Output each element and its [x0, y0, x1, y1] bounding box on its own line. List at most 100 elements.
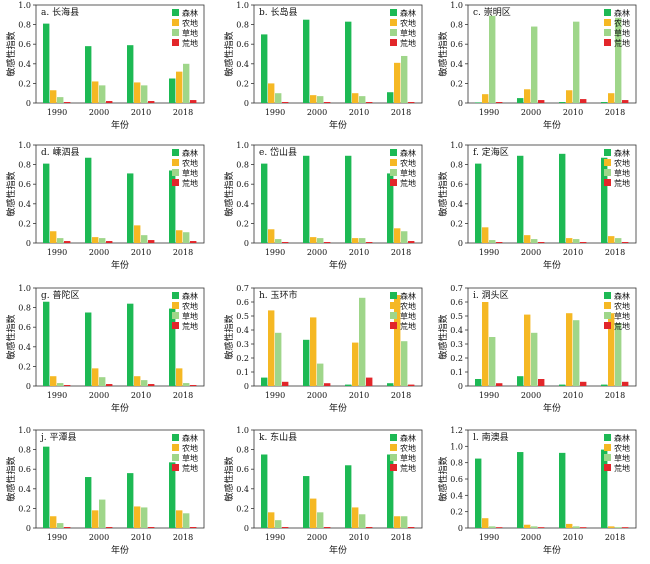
bar-1990-forest — [475, 102, 482, 103]
legend-swatch-wasteland — [172, 179, 179, 186]
x-tick-label: 2010 — [563, 533, 583, 542]
chart-panel-7: 0 0.2 0.4 0.6 0.8 1.0 1990 2000 2010 2018 年份 敏感性指数 g… — [5, 284, 205, 414]
legend-label-wasteland: 荒地 — [182, 321, 198, 331]
legend-label-forest: 森林 — [182, 433, 198, 443]
bar-2010-grassland — [141, 380, 148, 386]
legend-swatch-forest — [604, 292, 611, 299]
y-tick-label: 0 — [244, 524, 249, 533]
y-axis-label: 敏感性指数 — [223, 31, 235, 76]
y-tick-label: 0.8 — [18, 304, 31, 313]
bar-2000-forest — [303, 339, 310, 386]
legend-label-forest: 森林 — [400, 148, 416, 158]
bar-2010-farmland — [566, 313, 573, 386]
bar-2000-forest — [517, 452, 524, 528]
bar-2018-wasteland — [190, 527, 197, 528]
bar-1990-grassland — [57, 383, 64, 386]
legend-swatch-forest — [172, 292, 179, 299]
bar-2000-grassland — [531, 26, 538, 104]
bar-1990-grassland — [489, 240, 496, 243]
bar-2000-grassland — [99, 377, 106, 386]
legend-label-forest: 森林 — [614, 8, 630, 18]
bar-2010-forest — [127, 173, 134, 243]
bar-1990-forest — [43, 163, 50, 243]
bar-1990-grassland — [57, 238, 64, 243]
bar-1990-grassland — [275, 520, 282, 528]
bar-2000-wasteland — [324, 242, 331, 243]
legend-swatch-farmland — [604, 302, 611, 309]
x-tick-label: 1990 — [265, 248, 285, 257]
bar-2018-grassland — [615, 17, 622, 104]
legend-label-farmland: 农地 — [182, 301, 198, 311]
y-tick-label: 0 — [26, 99, 31, 108]
bar-2018-wasteland — [408, 241, 415, 243]
bar-2010-wasteland — [148, 384, 155, 386]
bar-2018-forest — [387, 454, 394, 528]
y-tick-label: 0.6 — [18, 40, 31, 49]
legend-swatch-farmland — [172, 159, 179, 166]
panel-title: d. 嵊泗县 — [41, 146, 79, 158]
x-tick-label: 2000 — [89, 533, 109, 542]
y-tick-label: 0.2 — [18, 504, 31, 513]
bar-2000-forest — [517, 98, 524, 103]
x-tick-label: 2000 — [521, 248, 541, 257]
chart-panel-4: 0 0.2 0.4 0.6 0.8 1.0 1990 2000 2010 2018 年份 敏感性指数 d… — [5, 141, 205, 271]
y-tick-label: 0.5 — [450, 312, 463, 321]
legend-swatch-wasteland — [604, 322, 611, 329]
x-tick-label: 2000 — [89, 391, 109, 400]
y-tick-label: 1.0 — [450, 141, 463, 150]
y-tick-label: 0.2 — [236, 354, 249, 363]
bar-2010-wasteland — [366, 242, 373, 243]
legend-label-wasteland: 荒地 — [182, 38, 198, 48]
bar-1990-grassland — [275, 93, 282, 103]
y-tick-label: 0.8 — [450, 21, 463, 30]
bar-2000-wasteland — [538, 242, 545, 243]
bar-2000-farmland — [310, 498, 317, 528]
panel-title: c. 崇明区 — [473, 7, 511, 18]
plot-frame — [467, 144, 637, 244]
legend-swatch-farmland — [604, 444, 611, 451]
bar-1990-wasteland — [496, 527, 503, 528]
y-tick-label: 0.6 — [450, 40, 463, 49]
chart-panel-6: 0 0.2 0.4 0.6 0.8 1.0 1990 2000 2010 2018 年份 敏感性指数 f… — [437, 141, 637, 271]
x-tick-label: 2010 — [349, 533, 369, 542]
y-tick-label: 0.4 — [236, 60, 249, 69]
legend-swatch-grassland — [604, 29, 611, 36]
bar-2018-wasteland — [622, 381, 629, 386]
x-tick-label: 1990 — [265, 533, 285, 542]
y-tick-label: 0.2 — [450, 219, 463, 228]
x-axis-label: 年份 — [111, 259, 129, 271]
chart-panel-5: 0 0.2 0.4 0.6 0.8 1.0 1990 2000 2010 2018 年份 敏感性指数 e… — [223, 141, 423, 271]
bar-1990-grassland — [57, 523, 64, 528]
bar-2018-wasteland — [622, 242, 629, 243]
bar-2000-forest — [85, 46, 92, 103]
bar-2000-grassland — [99, 499, 106, 528]
y-axis-label: 敏感性指数 — [5, 314, 17, 359]
x-tick-label: 1990 — [479, 533, 499, 542]
bar-1990-forest — [43, 23, 50, 103]
bar-1990-farmland — [268, 229, 275, 243]
x-axis-label: 年份 — [111, 544, 129, 556]
bar-2000-grassland — [317, 238, 324, 243]
bar-2000-grassland — [531, 332, 538, 386]
bar-2010-forest — [127, 303, 134, 386]
x-tick-label: 2010 — [563, 248, 583, 257]
y-tick-label: 1.0 — [450, 1, 463, 10]
legend-label-grassland: 草地 — [400, 168, 416, 178]
bar-1990-grassland — [275, 239, 282, 243]
y-tick-label: 0.4 — [18, 200, 31, 209]
bar-1990-wasteland — [496, 242, 503, 243]
bar-2010-forest — [559, 102, 566, 103]
y-tick-label: 0.4 — [18, 485, 31, 494]
bar-2018-wasteland — [408, 527, 415, 528]
y-tick-label: 0.8 — [18, 161, 31, 170]
y-axis-label: 敏感性指数 — [437, 171, 449, 216]
legend-swatch-wasteland — [604, 464, 611, 471]
plot-frame — [35, 144, 205, 244]
bar-2018-grassland — [401, 516, 408, 528]
y-tick-label: 1.0 — [18, 426, 31, 435]
bar-2018-farmland — [608, 313, 615, 386]
bar-2010-farmland — [352, 238, 359, 243]
y-tick-label: 0.7 — [236, 284, 249, 293]
legend-label-farmland: 农地 — [182, 443, 198, 453]
bar-1990-grassland — [57, 97, 64, 103]
